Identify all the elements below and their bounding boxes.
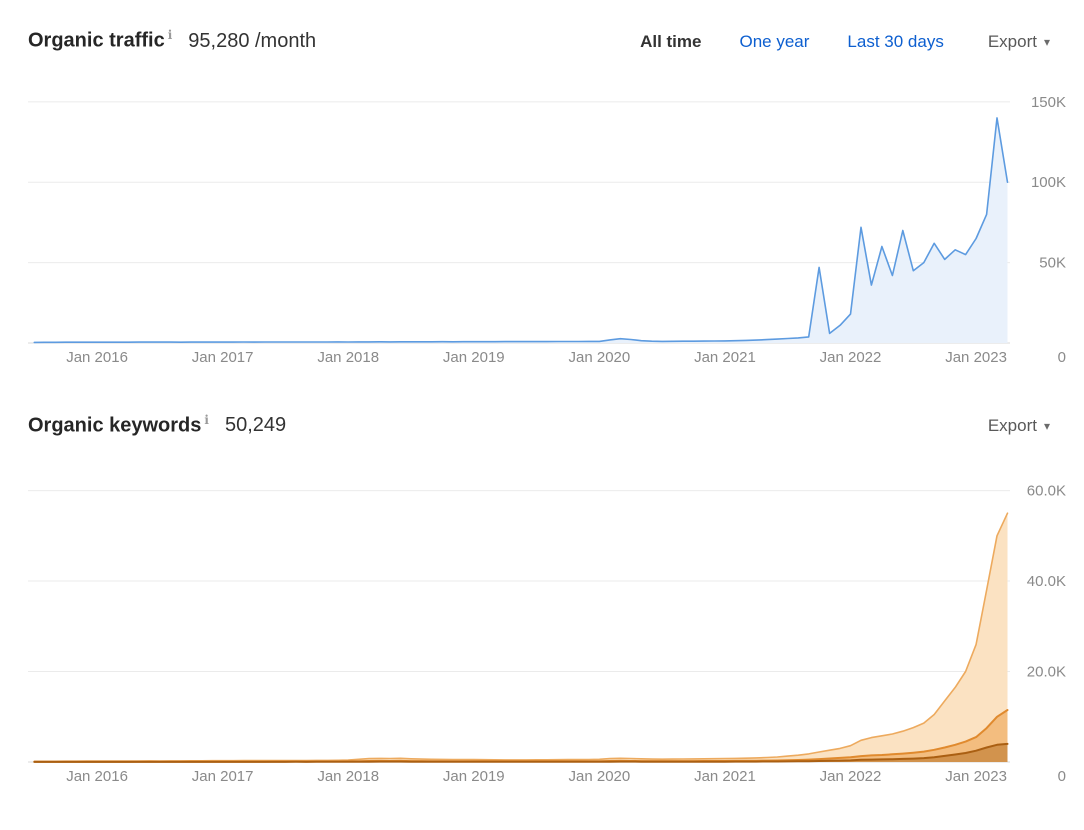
x-tick-label: Jan 2017 [192, 349, 254, 366]
x-tick-label: Jan 2021 [694, 768, 756, 785]
x-tick-label: Jan 2019 [443, 768, 505, 785]
traffic-export-label: Export [987, 31, 1037, 51]
y-tick-label: 20.0K [1027, 664, 1066, 681]
x-tick-label: Jan 2016 [66, 768, 128, 785]
traffic-metric-value: 95,280 /month [188, 29, 317, 52]
keywords-title: Organic keywords i [28, 412, 209, 437]
keywords-series-dark-line [33, 743, 1009, 764]
tab-last-30-days[interactable]: Last 30 days [847, 31, 944, 51]
y-tick-label: 150K [1031, 94, 1066, 111]
tab-all-time[interactable]: All time [640, 31, 702, 51]
traffic-chart[interactable]: 150K 100K 50K 0 Jan 2016 Jan 2017 Jan 2018 Jan … [0, 73, 1084, 375]
traffic-export-button[interactable]: Export ▾ [988, 32, 1050, 52]
keywords-series-light-line [33, 512, 1009, 763]
caret-down-icon: ▾ [1043, 419, 1050, 434]
x-tick-label: Jan 2023 [945, 349, 1007, 366]
x-tick-label: Jan 2019 [443, 349, 505, 366]
info-icon[interactable]: i [204, 412, 209, 427]
info-icon[interactable]: i [167, 28, 173, 42]
time-range-tabs: All time One year Last 30 days [640, 32, 944, 52]
keywords-series-light-area [34, 513, 1008, 763]
y-tick-label: 50K [1039, 254, 1066, 271]
y-tick-label: 100K [1031, 174, 1066, 191]
keywords-export-label: Export [987, 416, 1037, 436]
y-tick-label: 40.0K [1027, 573, 1066, 590]
keywords-metric-value: 50,249 [224, 414, 287, 437]
organic-traffic-area [34, 117, 1008, 343]
x-tick-label: Jan 2020 [569, 349, 631, 366]
x-tick-label: Jan 2018 [317, 349, 379, 366]
y-tick-label: 0 [1058, 768, 1066, 785]
x-tick-label: Jan 2023 [945, 768, 1007, 785]
y-tick-label: 60.0K [1027, 483, 1066, 500]
keywords-series-dark-area [34, 744, 1008, 763]
caret-down-icon: ▾ [1043, 34, 1050, 49]
x-tick-label: Jan 2016 [66, 349, 128, 366]
x-tick-label: Jan 2022 [820, 768, 882, 785]
x-tick-label: Jan 2018 [317, 768, 379, 785]
organic-traffic-line [33, 116, 1009, 343]
keywords-export-button[interactable]: Export ▾ [988, 416, 1050, 436]
keywords-chart[interactable]: 60.0K 40.0K 20.0K 0 Jan 2016 Jan 2017 Jan 2018… [0, 457, 1084, 795]
organic-traffic-svg: 150K 100K 50K 0 Jan 2016 Jan 2017 Jan 2018 Jan … [28, 94, 1066, 366]
x-tick-label: Jan 2021 [694, 349, 756, 366]
tab-one-year[interactable]: One year [739, 31, 810, 51]
x-tick-label: Jan 2022 [820, 349, 882, 366]
traffic-title: Organic traffic i [28, 28, 173, 52]
x-tick-label: Jan 2020 [569, 768, 631, 785]
keywords-series-medium-area [34, 710, 1008, 763]
organic-keywords-svg: 60.0K 40.0K 20.0K 0 Jan 2016 Jan 2017 Jan 2018… [28, 483, 1066, 785]
y-tick-label: 0 [1058, 349, 1066, 366]
keywords-panel-header: Organic keywords i 50,249 Export ▾ [0, 375, 1084, 438]
traffic-panel-header: Organic traffic i 95,280 /month All time … [0, 0, 1084, 53]
x-tick-label: Jan 2017 [192, 768, 254, 785]
